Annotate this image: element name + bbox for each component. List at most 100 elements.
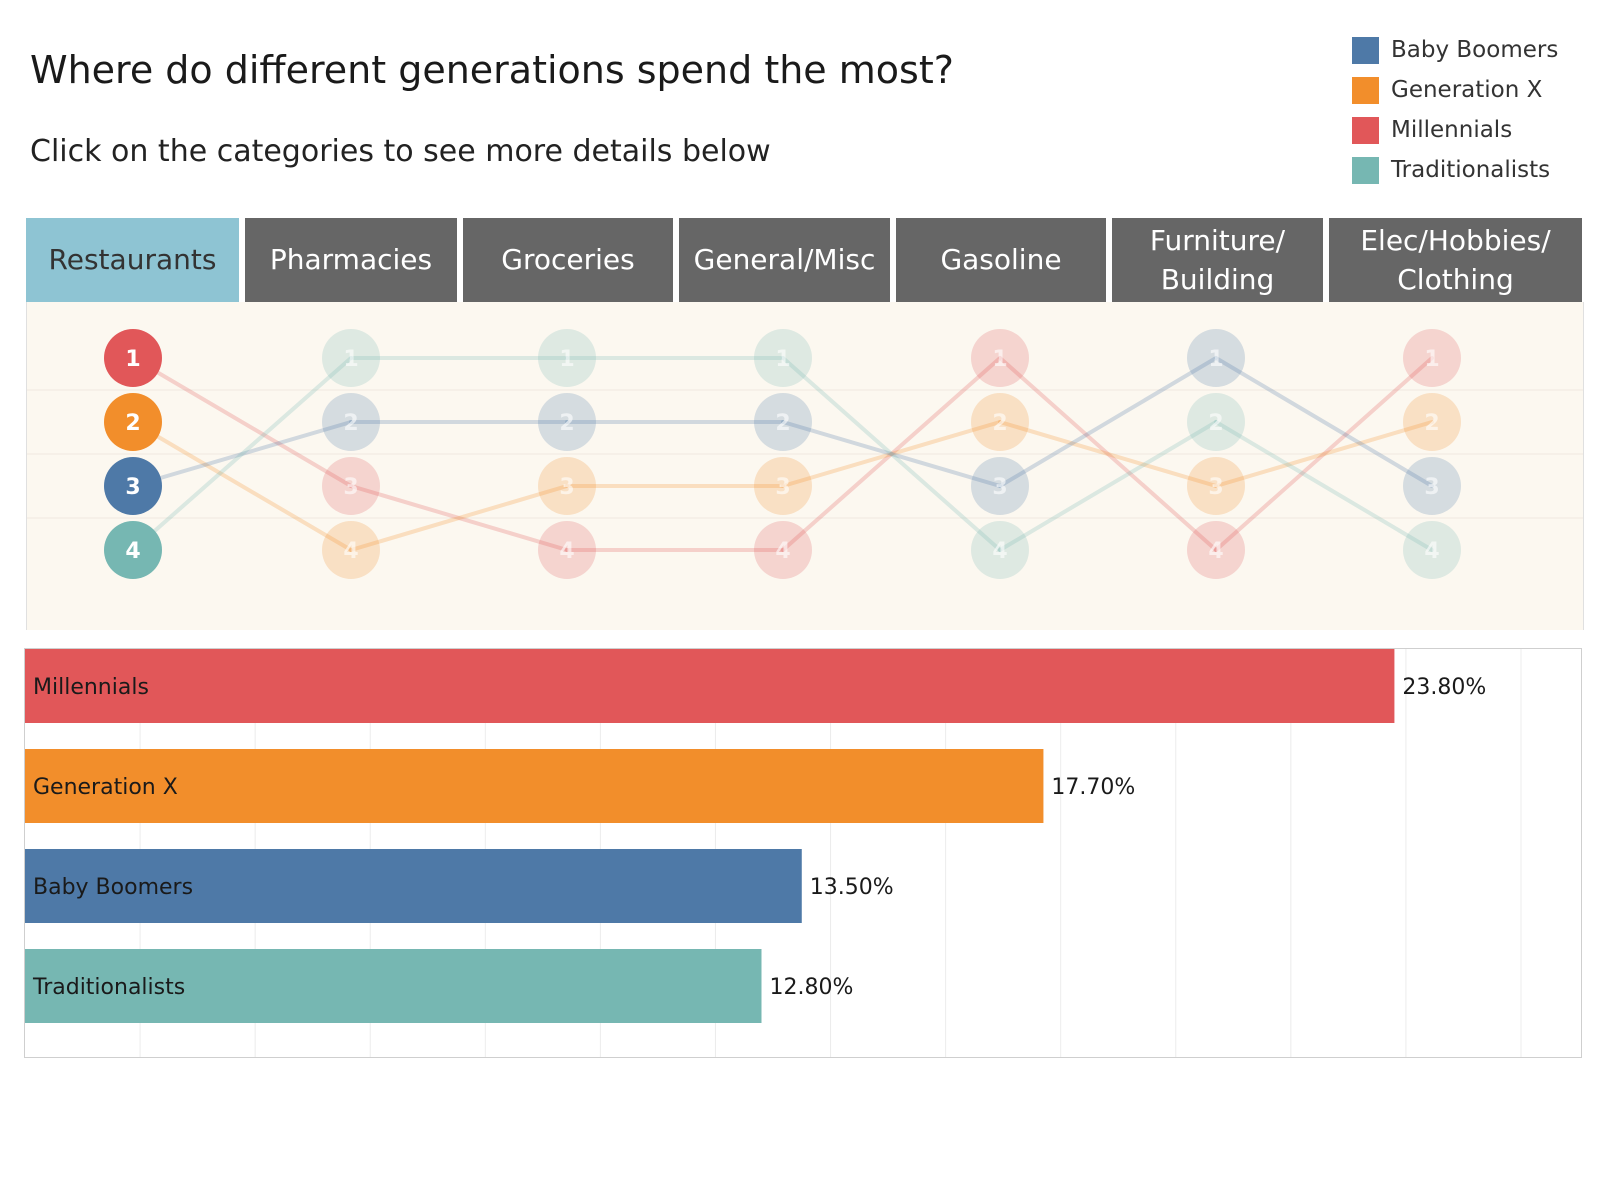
bump-line-segment [131,356,353,488]
legend: Baby Boomers Generation X Millennials Tr… [1352,30,1558,190]
bump-point-label: 2 [992,411,1007,436]
legend-item-generation-x[interactable]: Generation X [1352,70,1558,110]
bump-line-segment [781,356,1002,552]
legend-label: Baby Boomers [1391,37,1559,63]
tab-furniture-building[interactable]: Furniture/Building [1112,218,1323,302]
bump-line-segment [1214,420,1434,552]
bump-point-circle [754,329,812,387]
bump-point-label: 1 [992,347,1007,372]
bar-value-label: 13.50% [810,875,894,900]
bump-point[interactable]: 2 [322,393,380,451]
bump-point-circle [1403,457,1461,515]
bump-point-label: 4 [992,539,1007,564]
legend-swatch [1352,36,1379,64]
bump-line-segment [781,420,1002,488]
bump-point-circle [322,393,380,451]
bar-category-label: Traditionalists [32,975,185,1000]
bump-line-segment [349,484,569,552]
bump-point[interactable]: 1 [971,329,1029,387]
bar-group[interactable]: Traditionalists 12.80% [25,949,853,1023]
tab-gasoline[interactable]: Gasoline [896,218,1106,302]
bar-category-label: Generation X [33,775,178,800]
bump-point[interactable]: 2 [1187,393,1245,451]
bump-point-circle [754,393,812,451]
bump-point[interactable]: 3 [1403,457,1461,515]
bar-value-label: 17.70% [1051,775,1135,800]
bump-point-label: 2 [775,411,790,436]
bump-point-circle [104,329,162,387]
bar [25,849,802,923]
legend-swatch [1352,156,1379,184]
bump-line-segment [781,420,1002,488]
bump-point-label: 1 [125,347,140,372]
bump-point[interactable]: 3 [538,457,596,515]
tab-restaurants[interactable]: Restaurants [26,218,239,302]
bump-point-circle [1403,329,1461,387]
bump-point[interactable]: 1 [1403,329,1461,387]
bump-point[interactable]: 4 [104,521,162,579]
tab-pharmacies[interactable]: Pharmacies [245,218,457,302]
bump-point-label: 2 [1208,411,1223,436]
bump-point[interactable]: 2 [538,393,596,451]
bump-point-circle [538,329,596,387]
bump-point[interactable]: 2 [754,393,812,451]
bar-group[interactable]: Millennials 23.80% [25,649,1486,723]
bump-point-label: 1 [775,347,790,372]
tab-elec-hobbies-clothing[interactable]: Elec/Hobbies/Clothing [1329,218,1582,302]
bump-point[interactable]: 4 [971,521,1029,579]
bump-point[interactable]: 3 [971,457,1029,515]
bump-point[interactable]: 3 [322,457,380,515]
bump-point-label: 2 [559,411,574,436]
category-tabs: Restaurants Pharmacies Groceries General… [26,218,1582,302]
bump-point-label: 3 [559,475,574,500]
bump-point[interactable]: 2 [1403,393,1461,451]
bump-point[interactable]: 1 [1187,329,1245,387]
bump-line-segment [998,356,1218,552]
bump-point[interactable]: 1 [538,329,596,387]
bar-category-label: Millennials [33,675,149,700]
bump-point-circle [322,457,380,515]
bump-point-label: 3 [343,475,358,500]
legend-item-millennials[interactable]: Millennials [1352,110,1558,150]
bump-point-label: 4 [343,539,358,564]
bump-point[interactable]: 3 [104,457,162,515]
bump-point-circle [754,521,812,579]
bump-point-circle [322,329,380,387]
tab-general-misc[interactable]: General/Misc [679,218,890,302]
bump-line-segment [131,356,353,552]
bar-group[interactable]: Baby Boomers 13.50% [25,849,894,923]
bump-line-segment [781,356,1002,552]
bar-value-label: 23.80% [1402,675,1486,700]
bump-line-segment [998,420,1218,552]
bump-point-circle [1187,457,1245,515]
tab-groceries[interactable]: Groceries [463,218,673,302]
legend-item-traditionalists[interactable]: Traditionalists [1352,150,1558,190]
bar [25,949,762,1023]
legend-item-baby-boomers[interactable]: Baby Boomers [1352,30,1558,70]
bump-point[interactable]: 4 [1403,521,1461,579]
bar-category-label: Baby Boomers [33,875,193,900]
bump-point[interactable]: 1 [754,329,812,387]
bump-point-label: 2 [343,411,358,436]
chart-subtitle: Click on the categories to see more deta… [30,134,771,169]
bump-point-label: 4 [1208,539,1223,564]
bar-group[interactable]: Generation X 17.70% [25,749,1135,823]
bump-point[interactable]: 1 [322,329,380,387]
bump-point[interactable]: 4 [1187,521,1245,579]
bump-point[interactable]: 4 [754,521,812,579]
bump-point[interactable]: 2 [971,393,1029,451]
bump-point[interactable]: 3 [754,457,812,515]
bump-point[interactable]: 4 [322,521,380,579]
bar [25,749,1044,823]
bump-point[interactable]: 4 [538,521,596,579]
bump-point-circle [1187,521,1245,579]
bump-point[interactable]: 1 [104,329,162,387]
legend-label: Generation X [1391,77,1543,103]
bump-line-segment [998,356,1218,488]
bump-point[interactable]: 3 [1187,457,1245,515]
bump-line-segment [349,484,569,552]
bump-point-circle [971,393,1029,451]
bump-point[interactable]: 2 [104,393,162,451]
bump-point-circle [538,457,596,515]
legend-swatch [1352,76,1379,104]
